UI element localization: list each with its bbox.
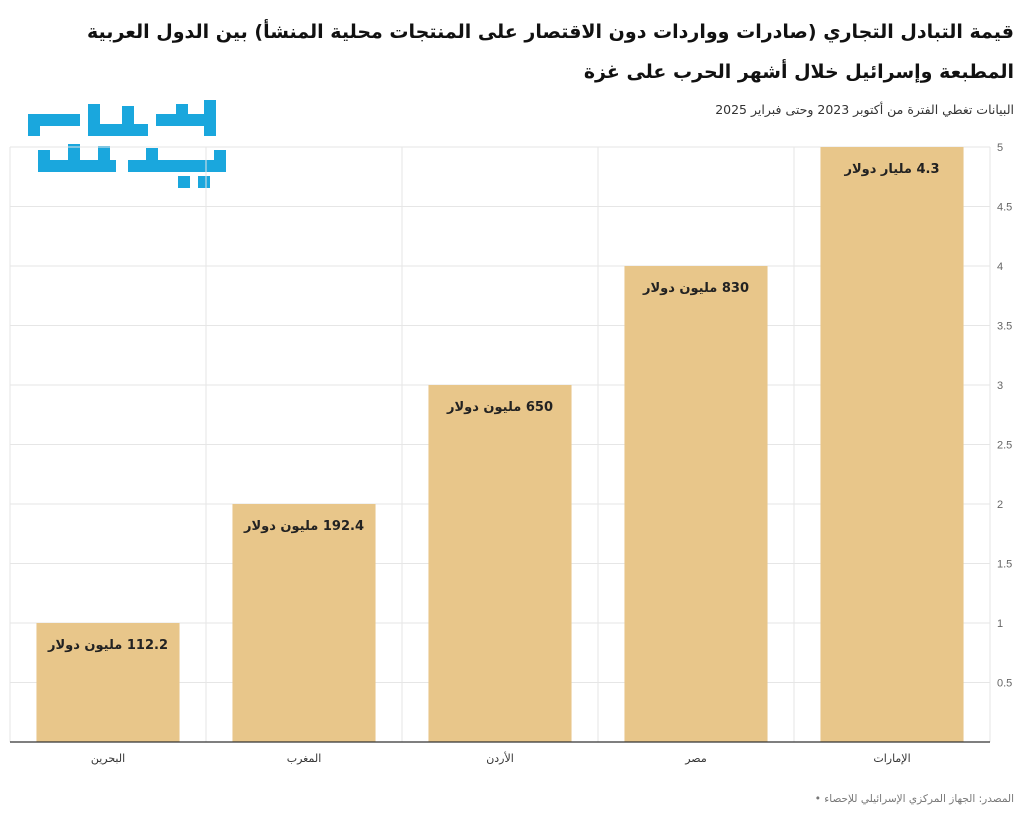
data-label: 192.4 مليون دولار bbox=[243, 519, 364, 534]
bar bbox=[36, 623, 180, 742]
x-tick-label: المغرب bbox=[287, 752, 322, 765]
y-tick-label: 4 bbox=[997, 261, 1003, 273]
source-note: المصدر: الجهاز المركزي الإسرائيلي للإحصا… bbox=[814, 793, 1014, 805]
data-label: 650 مليون دولار bbox=[446, 400, 553, 415]
chart-subtitle: البيانات تغطي الفترة من أكتوبر 2023 وحتى… bbox=[715, 102, 1014, 117]
bar bbox=[232, 504, 376, 742]
bars: 112.2 مليون دولار 192.4 مليون دولار 650 مل… bbox=[36, 147, 964, 742]
bar bbox=[820, 147, 964, 742]
y-tick-label: 3.5 bbox=[997, 321, 1012, 333]
axes: 0.5 1 1.5 2 2.5 3 3.5 4 4.5 5 البحرين المغرب الأردن م… bbox=[10, 142, 1012, 765]
y-tick-label: 1 bbox=[997, 618, 1003, 630]
data-label: 830 مليون دولار bbox=[642, 281, 749, 296]
chart-title: قيمة التبادل التجاري (صادرات وواردات دون… bbox=[87, 21, 1014, 83]
data-label: 4.3 مليار دولار bbox=[843, 162, 939, 177]
y-tick-label: 4.5 bbox=[997, 202, 1012, 214]
y-tick-label: 3 bbox=[997, 380, 1003, 392]
bar bbox=[624, 266, 768, 742]
y-tick-label: 2 bbox=[997, 499, 1003, 511]
x-tick-label: البحرين bbox=[91, 752, 125, 765]
x-tick-label: الإمارات bbox=[873, 752, 910, 765]
x-tick-label: الأردن bbox=[486, 751, 514, 765]
bar bbox=[428, 385, 572, 742]
data-label: 112.2 مليون دولار bbox=[47, 638, 168, 653]
y-tick-label: 0.5 bbox=[997, 678, 1012, 690]
y-tick-label: 2.5 bbox=[997, 440, 1012, 452]
arabi-post-logo bbox=[28, 100, 228, 199]
y-tick-label: 1.5 bbox=[997, 559, 1012, 571]
y-tick-label: 5 bbox=[997, 142, 1003, 154]
x-tick-label: مصر bbox=[684, 752, 707, 765]
